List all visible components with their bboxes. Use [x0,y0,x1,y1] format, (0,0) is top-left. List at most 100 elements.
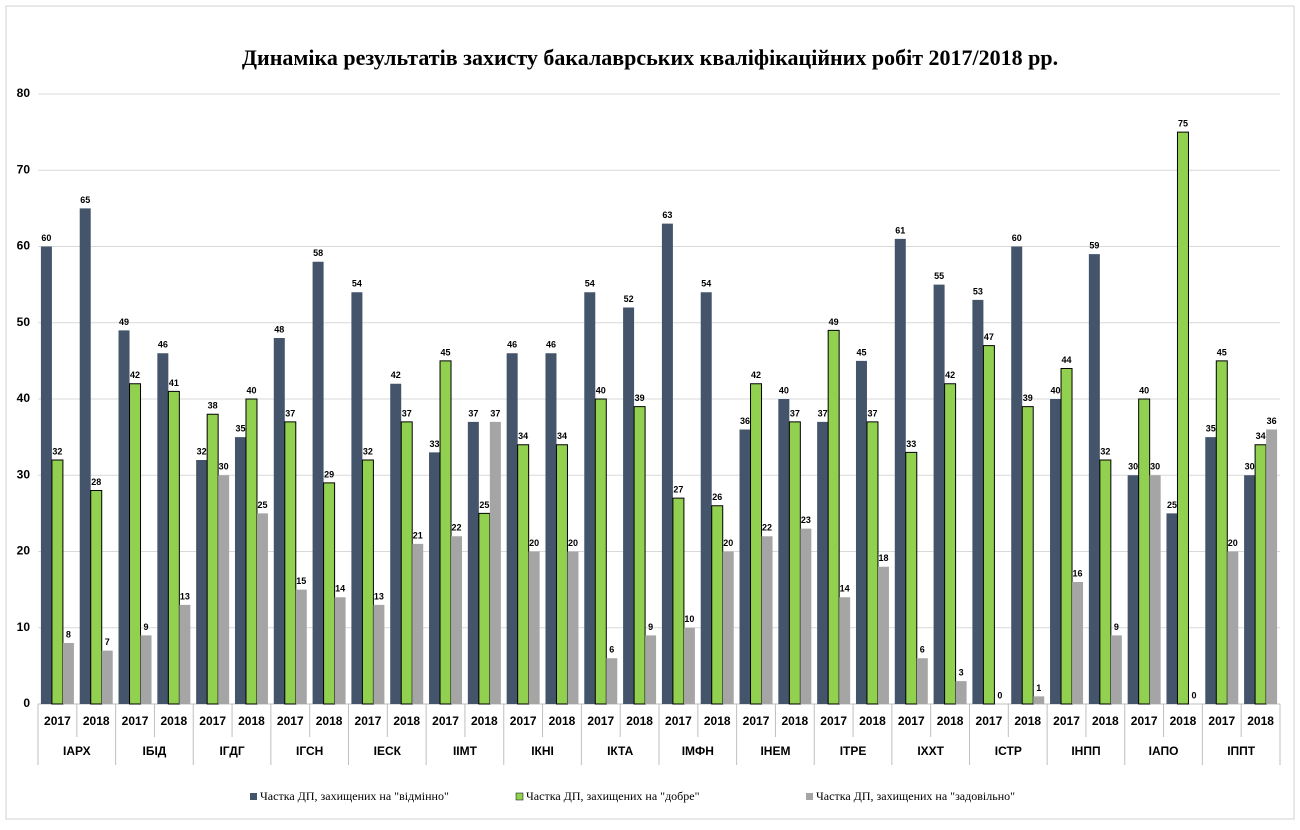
value-label: 54 [352,279,362,289]
bar [351,292,363,704]
value-label: 34 [557,431,567,441]
y-tick-label: 70 [17,162,31,176]
bar [545,353,557,704]
bar [234,437,246,704]
bar [79,208,91,704]
group-label: ІППТ [1227,744,1256,758]
bar [1021,406,1034,705]
bar [245,398,258,705]
value-label: 40 [1139,385,1149,395]
x-tick-label: 2018 [1247,714,1274,728]
x-tick-label: 2018 [704,714,731,728]
bar [1072,582,1084,704]
bar [40,246,52,704]
bar [866,421,879,705]
value-label: 15 [296,576,306,586]
bar [361,459,374,705]
value-label: 14 [335,584,345,594]
x-tick-label: 2017 [1131,714,1158,728]
legend-swatch [250,793,257,800]
value-label: 44 [1062,355,1072,365]
bar [528,551,540,704]
value-label: 20 [568,538,578,548]
bar [778,399,790,704]
group-label: ІЕСК [374,744,402,758]
bar [218,475,230,704]
value-label: 36 [740,416,750,426]
x-tick-label: 2018 [859,714,886,728]
bar [750,383,763,705]
bar [894,238,906,704]
bar [506,353,518,704]
value-label: 40 [1051,385,1061,395]
x-tick-label: 2018 [1092,714,1119,728]
value-label: 46 [546,340,556,350]
value-label: 20 [723,538,733,548]
bar [672,497,685,705]
value-label: 40 [246,385,256,395]
x-tick-label: 2018 [471,714,498,728]
value-label: 49 [119,317,129,327]
x-tick-label: 2018 [1170,714,1197,728]
value-label: 65 [80,195,90,205]
group-label: ІМФН [682,744,714,758]
value-label: 27 [673,485,683,495]
value-label: 30 [1245,462,1255,472]
x-tick-label: 2017 [510,714,537,728]
x-tick-label: 2017 [44,714,71,728]
bar [489,421,501,704]
bar [817,421,829,704]
value-label: 33 [430,439,440,449]
bar [1244,475,1256,704]
bar [179,604,191,704]
value-label: 33 [906,439,916,449]
group-label: ІКНІ [531,744,554,758]
bar [1205,437,1217,704]
value-label: 54 [585,279,595,289]
value-label: 30 [1128,462,1138,472]
value-label: 7 [105,637,110,647]
bar [739,429,751,704]
value-label: 55 [934,271,944,281]
legend-swatch [515,792,524,801]
value-label: 35 [1206,424,1216,434]
value-label: 42 [945,370,955,380]
x-tick-label: 2018 [238,714,265,728]
value-label: 25 [1167,500,1177,510]
value-label: 20 [1228,538,1238,548]
value-label: 25 [479,500,489,510]
value-label: 3 [959,668,964,678]
value-label: 45 [856,347,866,357]
x-tick-label: 2018 [549,714,576,728]
bar [982,345,995,705]
bar [439,360,452,705]
bar [1088,254,1100,704]
value-label: 21 [413,530,423,540]
x-tick-label: 2018 [781,714,808,728]
bar [1176,131,1189,705]
value-label: 41 [169,378,179,388]
bar [478,512,491,705]
value-label: 20 [529,538,539,548]
y-tick-label: 20 [17,544,31,558]
value-label: 40 [779,385,789,395]
bar [90,490,103,705]
y-tick-label: 0 [23,696,30,710]
x-tick-label: 2018 [626,714,653,728]
bar [429,452,441,704]
value-label: 54 [701,279,711,289]
bar [933,284,945,704]
bar [1138,398,1151,705]
bar [273,338,285,704]
bar [955,681,967,704]
value-label: 6 [609,645,614,655]
bar [1215,360,1228,705]
value-label: 42 [130,370,140,380]
bar [584,292,596,704]
value-label: 22 [762,523,772,533]
bar [555,444,568,705]
bar [683,627,695,704]
x-tick-label: 2017 [976,714,1003,728]
value-label: 37 [867,408,877,418]
